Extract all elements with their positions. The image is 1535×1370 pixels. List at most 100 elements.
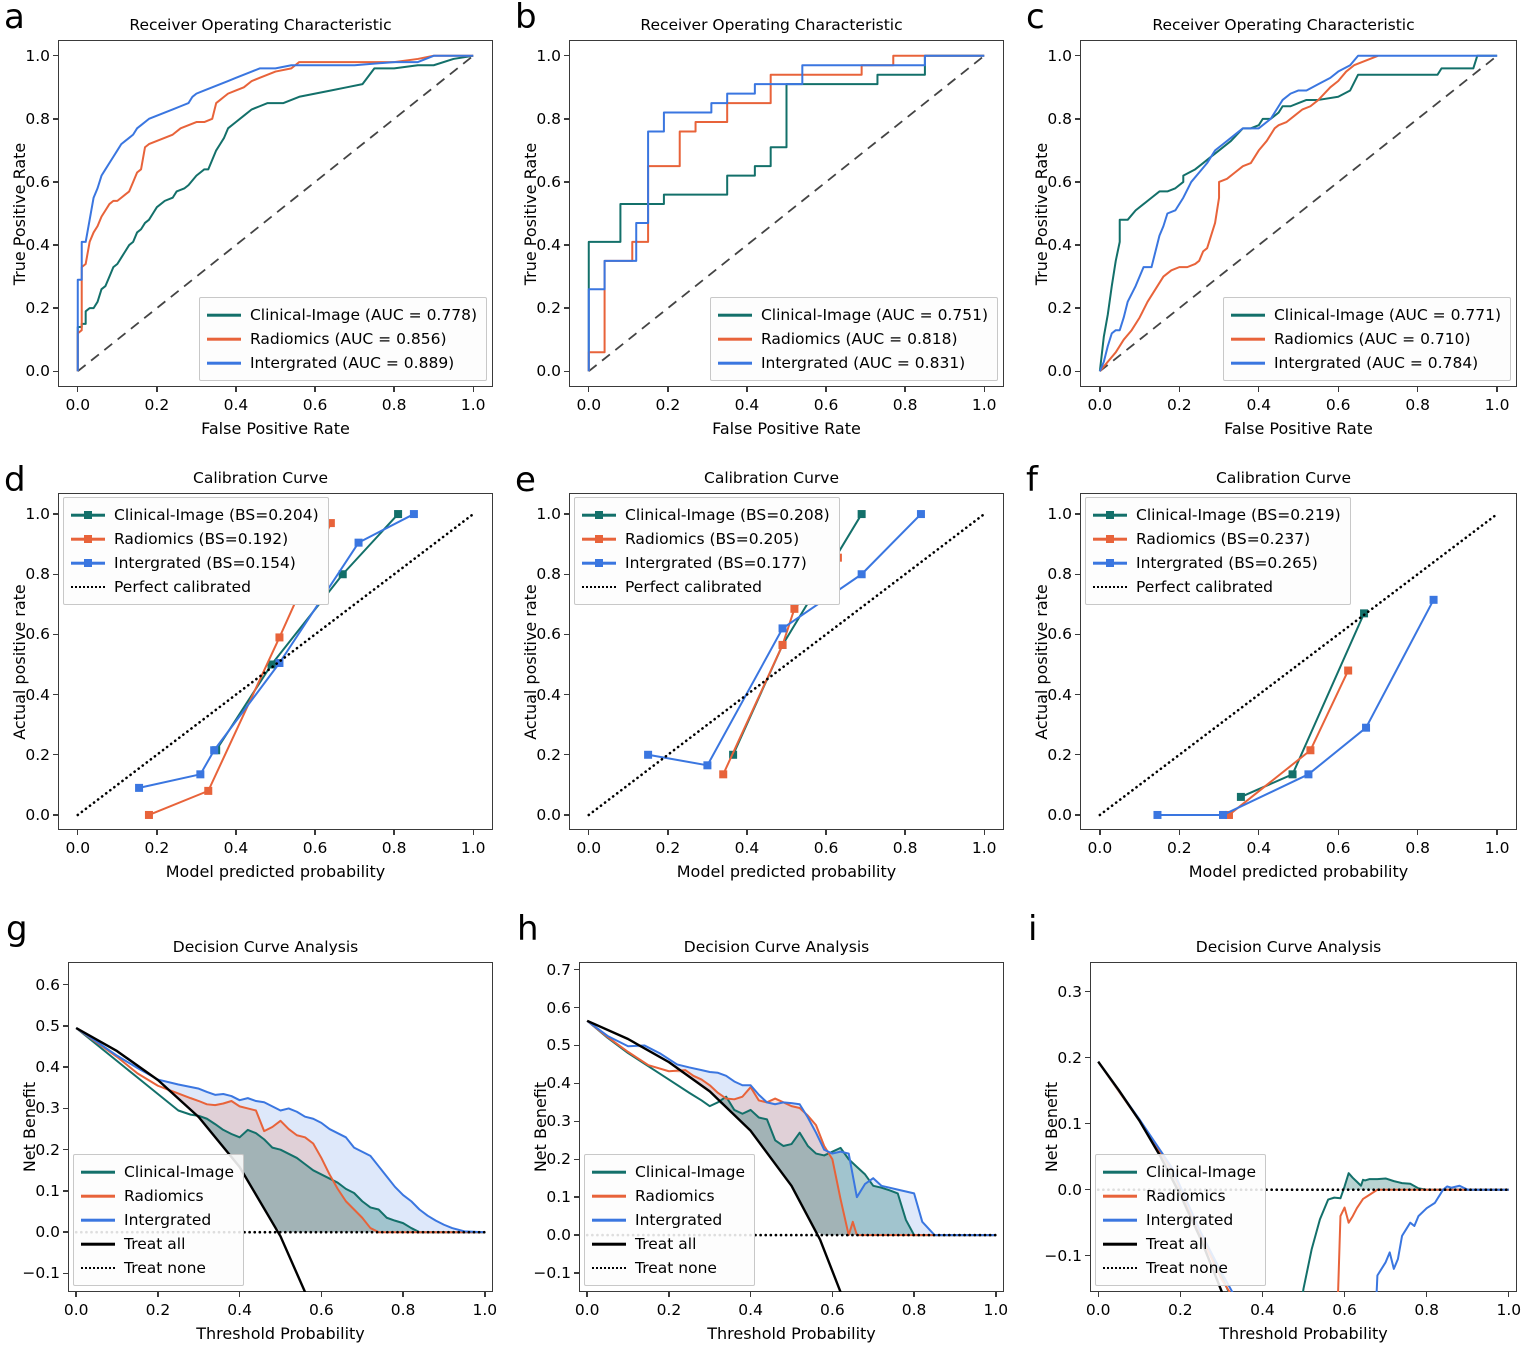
legend-entry: Treat all — [592, 1233, 745, 1255]
y-tickmark — [63, 1190, 68, 1192]
legend-entry: Perfect calibrated — [71, 576, 319, 598]
y-tickmark — [564, 814, 569, 816]
x-tickmark — [667, 830, 669, 835]
legend-swatch — [1103, 1213, 1137, 1227]
x-tick-label: 0.2 — [144, 396, 170, 414]
legend-entry: Radiomics (BS=0.205) — [582, 528, 830, 550]
legend-label: Intergrated (BS=0.265) — [1136, 554, 1318, 572]
legend-swatch — [71, 580, 105, 594]
legend-b: Clinical-Image (AUC = 0.751) Radiomics (A… — [709, 297, 998, 381]
y-tick-label: 0.4 — [25, 236, 50, 255]
y-tick-label: −0.1 — [533, 1264, 571, 1283]
y-tick-label: 0.4 — [536, 236, 561, 255]
y-tick-label: 0.6 — [25, 172, 50, 191]
legend-swatch — [206, 332, 241, 346]
x-tickmark — [1258, 387, 1260, 392]
x-tick-label: 0.4 — [734, 396, 760, 414]
data-point-marker — [1360, 609, 1369, 618]
dca-fill — [587, 1020, 996, 1236]
y-tickmark — [53, 513, 58, 515]
legend-c: Clinical-Image (AUC = 0.771) Radiomics (A… — [1222, 297, 1511, 381]
data-point-marker — [394, 510, 403, 519]
legend-marker — [1106, 535, 1114, 543]
series-intergrated-auc-0-784- — [1098, 54, 1498, 372]
x-tickmark — [1258, 830, 1260, 835]
y-tick-label: 0.0 — [1057, 1180, 1082, 1199]
y-tickmark — [1085, 1189, 1090, 1191]
legend-swatch — [582, 508, 616, 522]
legend-entry: Intergrated (BS=0.154) — [71, 552, 319, 574]
legend-line — [81, 1170, 115, 1174]
plot-canvas — [585, 1019, 998, 1292]
legend-line — [1103, 1170, 1137, 1174]
y-tick-label: 0.6 — [546, 998, 571, 1017]
x-tickmark — [588, 830, 590, 835]
y-tickmark — [564, 693, 569, 696]
legend-entry: Radiomics (AUC = 0.818) — [717, 328, 988, 350]
series-intergrated — [75, 1027, 485, 1234]
data-point-marker — [1219, 810, 1228, 819]
legend-line — [592, 1170, 626, 1174]
y-tickmark — [53, 573, 58, 575]
y-axis-label: Actual positive rate — [10, 583, 29, 740]
panel-g: g Decision Curve Analysis −0.1 0.0 0.1 0.2 0.3… — [0, 890, 511, 1370]
y-tickmark — [564, 244, 569, 246]
data-point-marker — [210, 746, 219, 755]
legend-entry: Radiomics (BS=0.192) — [71, 528, 319, 550]
y-tickmark — [1075, 573, 1080, 575]
y-tickmark — [574, 968, 579, 971]
plot-title: Calibration Curve — [704, 469, 839, 487]
x-tickmark — [995, 1292, 997, 1297]
legend-e: Clinical-Image (BS=0.208) Radiomics (BS=0… — [574, 497, 840, 605]
legend-label: Clinical-Image (BS=0.208) — [625, 506, 830, 524]
y-tickmark — [1075, 118, 1080, 120]
data-point-marker — [196, 770, 205, 779]
x-tickmark — [75, 1292, 77, 1297]
y-tick-label: 0.0 — [25, 362, 50, 381]
series-clinical-image-auc-0-751- — [587, 54, 985, 372]
y-tickmark — [63, 983, 68, 986]
data-point-marker — [204, 786, 213, 795]
y-tickmark — [63, 1272, 68, 1275]
panel-letter-i: i — [1028, 909, 1038, 949]
x-tick-label: 0.6 — [1325, 839, 1351, 857]
x-tick-label: 1.0 — [460, 396, 486, 414]
legend-swatch — [1103, 1165, 1137, 1179]
series-intergrated-auc-0-831- — [587, 54, 985, 372]
x-tick-label: 0.4 — [223, 839, 249, 857]
legend-label: Clinical-Image — [124, 1163, 235, 1181]
x-tick-label: 0.2 — [656, 1301, 682, 1319]
legend-swatch — [81, 1237, 115, 1251]
legend-label: Radiomics (AUC = 0.818) — [760, 330, 958, 348]
series-clinical-image-auc-0-771- — [1098, 54, 1498, 372]
y-tickmark — [1075, 244, 1080, 246]
legend-label: Intergrated — [635, 1211, 723, 1229]
legend-entry: Treat none — [1103, 1257, 1256, 1279]
legend-label: Treat none — [635, 1259, 717, 1277]
legend-line — [1103, 1242, 1137, 1246]
y-tick-label: 0.4 — [1047, 685, 1072, 704]
y-tick-label: 0.2 — [1047, 745, 1072, 764]
x-tick-label: 1.0 — [1484, 839, 1510, 857]
legend-label: Clinical-Image — [635, 1163, 746, 1181]
y-tick-label: 1.0 — [1047, 505, 1072, 524]
y-tick-label: 0.0 — [536, 805, 561, 824]
series-radiomics — [586, 1020, 996, 1237]
y-tick-label: 0.3 — [35, 1099, 60, 1118]
y-tickmark — [1075, 370, 1080, 372]
legend-line — [717, 313, 752, 317]
y-tick-label: 0.5 — [546, 1036, 571, 1055]
legend-dotted-line — [81, 1267, 115, 1269]
x-tickmark — [1097, 1292, 1099, 1297]
x-tick-label: 0.4 — [1246, 396, 1272, 414]
legend-swatch — [717, 332, 752, 346]
y-tickmark — [53, 814, 58, 816]
legend-swatch — [1230, 332, 1265, 346]
legend-label: Clinical-Image (AUC = 0.751) — [760, 306, 988, 324]
x-tick-label: 0.2 — [655, 396, 681, 414]
legend-line — [717, 337, 752, 341]
x-tickmark — [1261, 1292, 1264, 1297]
x-tickmark — [157, 1292, 159, 1297]
y-tick-label: 0.6 — [1047, 625, 1072, 644]
y-tick-label: 0.4 — [546, 1074, 571, 1093]
